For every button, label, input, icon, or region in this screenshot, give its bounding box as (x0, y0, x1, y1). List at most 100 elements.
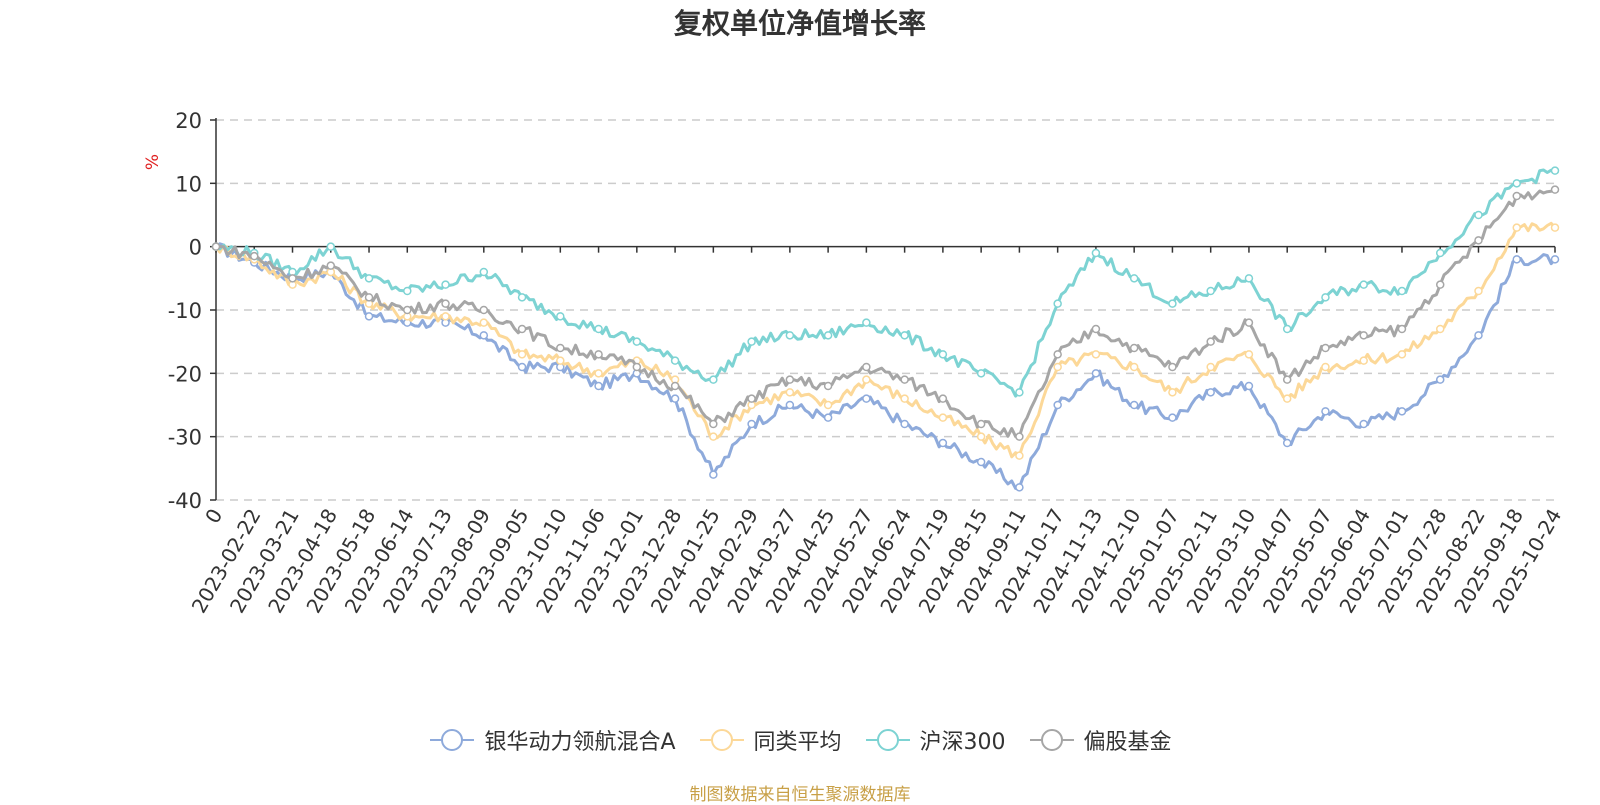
data-point (1512, 223, 1521, 232)
data-point (326, 261, 336, 270)
data-point (403, 286, 412, 296)
data-point (938, 350, 948, 359)
data-point (1015, 483, 1024, 492)
legend-label: 银华动力领航混合A (484, 730, 676, 755)
data-point (1474, 236, 1483, 245)
data-point (1435, 324, 1445, 334)
data-point (594, 324, 603, 334)
data-point (1550, 185, 1560, 194)
data-point (1359, 280, 1368, 289)
data-point (709, 375, 718, 384)
data-point (1015, 432, 1024, 441)
data-point (900, 419, 909, 429)
data-point (1091, 369, 1101, 378)
data-point (594, 369, 603, 378)
data-point (1321, 343, 1330, 353)
data-point (900, 394, 909, 403)
legend-label: 偏股基金 (1083, 730, 1172, 755)
data-point (1244, 318, 1254, 327)
data-point (1129, 400, 1139, 410)
y-tick-label: 10 (175, 172, 202, 196)
data-point (1053, 350, 1062, 359)
data-point (1359, 331, 1368, 340)
data-point (1550, 223, 1560, 232)
legend-item[interactable]: 同类平均 (698, 724, 842, 756)
legend-item[interactable]: 沪深300 (864, 724, 1006, 756)
data-point (862, 318, 871, 327)
data-point (1206, 388, 1215, 397)
data-point (976, 419, 986, 429)
data-point (632, 362, 642, 372)
data-point (594, 350, 603, 359)
data-point (1244, 381, 1254, 391)
data-point (709, 432, 718, 441)
series-line (214, 221, 1557, 459)
y-tick-label: -40 (168, 489, 202, 513)
legend-item[interactable]: 偏股基金 (1028, 724, 1172, 756)
data-point (441, 280, 450, 289)
data-point (785, 388, 795, 397)
data-point (862, 394, 871, 403)
data-point (823, 381, 833, 391)
data-point (556, 356, 565, 365)
data-point (1397, 286, 1407, 296)
data-point (1321, 293, 1330, 302)
data-point (823, 413, 833, 422)
data-point (1397, 407, 1407, 416)
data-point (938, 438, 948, 448)
legend-item[interactable]: 银华动力领航混合A (428, 724, 676, 756)
data-point (1359, 419, 1368, 429)
data-point (785, 400, 795, 410)
x-tick-labels: 02023-02-222023-03-212023-04-182023-05-1… (187, 505, 1567, 618)
x-tick-label: 0 (200, 505, 227, 528)
data-point (1053, 299, 1062, 308)
data-point (1474, 210, 1483, 220)
data-point (632, 337, 642, 346)
data-point (1244, 350, 1254, 359)
data-point (1474, 286, 1483, 296)
data-point (785, 331, 795, 340)
data-point (211, 242, 221, 251)
source-note: 制图数据来自恒生聚源数据库 (689, 785, 911, 805)
series-lines (211, 166, 1560, 492)
legend-marker (699, 729, 744, 751)
series-line (215, 168, 1556, 398)
data-point (1512, 255, 1521, 264)
data-point (1129, 362, 1139, 372)
data-point (1053, 400, 1062, 410)
data-point (1091, 248, 1101, 258)
legend-marker (1029, 729, 1074, 751)
data-point (938, 413, 948, 422)
data-point (938, 394, 948, 403)
data-point (1015, 388, 1024, 397)
y-tick-label: 0 (189, 236, 202, 260)
data-point (1168, 299, 1177, 308)
data-point (1321, 407, 1330, 416)
data-point (1129, 274, 1139, 283)
data-point (479, 331, 489, 340)
data-point (556, 312, 565, 321)
data-point (823, 331, 833, 340)
data-point (1512, 191, 1521, 201)
data-point (709, 419, 718, 429)
data-point (479, 318, 489, 327)
data-point (747, 419, 756, 429)
data-point (1550, 166, 1560, 175)
data-point (747, 394, 756, 403)
data-point (1550, 255, 1560, 264)
data-point (900, 331, 909, 340)
series-line (215, 242, 1557, 490)
data-point (1206, 337, 1215, 346)
y-tick-labels: 20 10 0 -10 -20 -30 -40 (168, 109, 202, 513)
data-point (1091, 324, 1101, 334)
data-point (862, 375, 871, 384)
data-point (747, 337, 756, 346)
data-point (364, 274, 374, 283)
data-point (1397, 350, 1407, 359)
data-point (326, 242, 336, 251)
data-point (517, 293, 527, 302)
data-point (250, 251, 259, 261)
y-axis-label: % (143, 154, 163, 170)
data-point (1168, 413, 1177, 422)
data-point (1474, 331, 1483, 340)
